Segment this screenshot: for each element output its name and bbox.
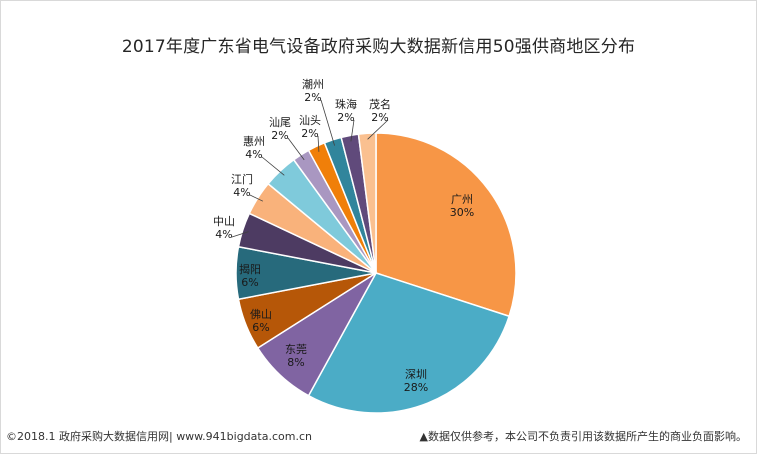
slice-percent-2: 8% — [287, 356, 304, 369]
slice-percent-4: 6% — [241, 276, 258, 289]
leader-line-12 — [367, 119, 389, 140]
leader-line-8 — [287, 137, 305, 161]
chart-title: 2017年度广东省电气设备政府采购大数据新信用50强供商地区分布 — [121, 37, 636, 57]
leader-line-9 — [317, 135, 320, 152]
slice-label-10: 潮州 — [302, 77, 324, 91]
slice-label-9: 汕头 — [299, 114, 321, 127]
slice-label-12: 茂名 — [369, 97, 391, 111]
slice-percent-0: 30% — [450, 206, 474, 219]
pie-slices — [235, 132, 517, 414]
slice-percent-9: 2% — [301, 127, 318, 140]
slice-percent-6: 4% — [233, 186, 250, 199]
leader-line-11 — [350, 119, 355, 142]
slice-label-5: 中山 — [213, 215, 235, 228]
slice-label-6: 江门 — [231, 172, 253, 186]
leader-line-10 — [320, 99, 335, 146]
pie-slice-0 — [375, 132, 517, 318]
slice-label-3: 佛山 — [250, 308, 272, 321]
slice-label-8: 汕尾 — [269, 116, 291, 129]
slice-label-2: 东莞 — [285, 343, 307, 356]
slice-labels: 广州30%深圳28%东莞8%佛山6%揭阳6%中山4%江门4%惠州4%汕尾2%汕头… — [213, 77, 474, 394]
pie-slice-12 — [357, 132, 377, 274]
slice-label-1: 深圳 — [405, 368, 427, 381]
leader-lines — [231, 99, 389, 238]
slice-percent-10: 2% — [304, 91, 321, 104]
leader-line-6 — [249, 194, 264, 202]
leader-line-5 — [231, 231, 249, 238]
slice-percent-12: 2% — [371, 111, 388, 124]
slice-label-11: 珠海 — [335, 97, 357, 111]
slice-label-4: 揭阳 — [239, 262, 261, 276]
slice-percent-1: 28% — [404, 381, 428, 394]
slice-percent-7: 4% — [245, 148, 262, 161]
footer-copyright: ©2018.1 政府采购大数据信用网| www.941bigdata.com.c… — [6, 430, 312, 443]
slice-percent-3: 6% — [252, 321, 269, 334]
footer-disclaimer: ▲数据仅供参考，本公司不负责引用该数据所产生的商业负面影响。 — [419, 430, 747, 443]
pie-slice-1 — [307, 272, 511, 414]
slice-percent-8: 2% — [271, 129, 288, 142]
slice-percent-11: 2% — [337, 111, 354, 124]
slice-label-0: 广州 — [451, 193, 473, 206]
leader-line-7 — [261, 156, 285, 176]
slice-label-7: 惠州 — [243, 134, 265, 148]
slice-percent-5: 4% — [215, 228, 232, 241]
